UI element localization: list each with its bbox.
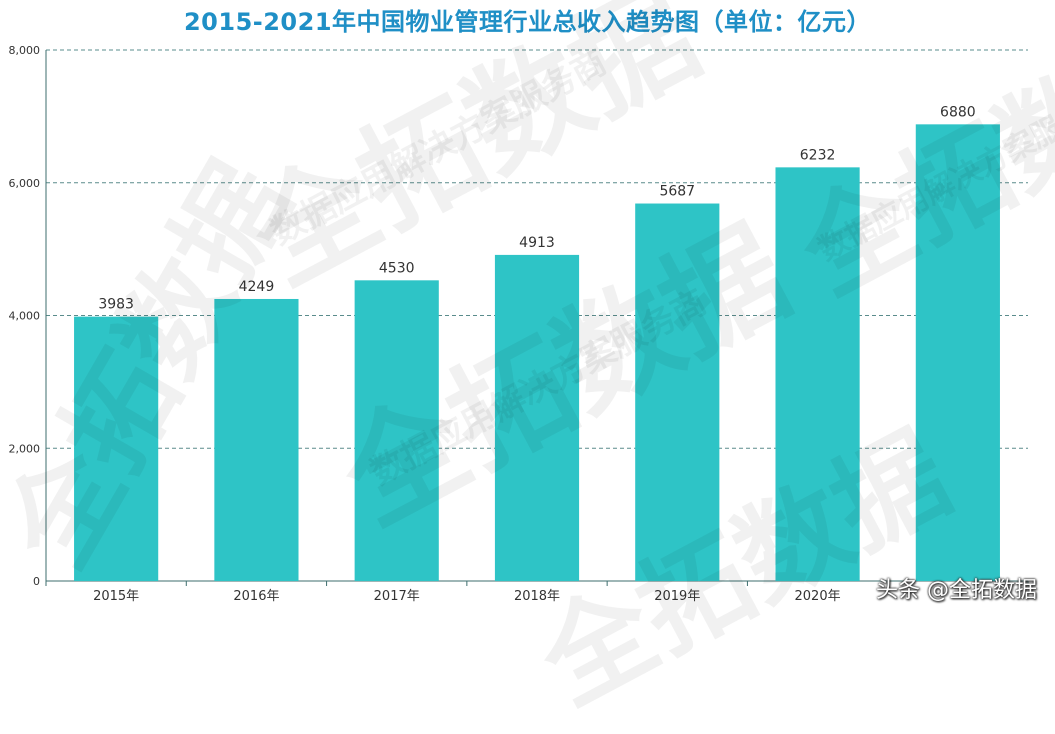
- data-label: 4249: [239, 279, 275, 295]
- y-tick-label: 0: [33, 575, 40, 588]
- bar: [775, 167, 860, 581]
- x-tick-label: 2016年: [233, 589, 279, 604]
- bar: [74, 316, 159, 581]
- data-label: 3983: [98, 297, 134, 313]
- data-labels: 3983 4249 4530 4913 5687 6232 6880: [98, 104, 975, 312]
- source-watermark: 头条 @全拓数据: [876, 578, 1037, 603]
- data-label: 5687: [659, 184, 695, 200]
- data-label: 6232: [800, 147, 836, 163]
- data-label: 4913: [519, 235, 555, 251]
- bar-chart: 0 2,000 4,000 6,000 8,000 2015年 2016年 2017年 2018…: [9, 44, 1029, 604]
- data-label: 6880: [940, 104, 976, 120]
- bar: [494, 254, 580, 581]
- axes: 0 2,000 4,000 6,000 8,000 2015年 2016年 2017年 2018…: [9, 44, 1029, 604]
- y-tick-label: 6,000: [9, 177, 41, 190]
- data-label: 4530: [379, 260, 415, 276]
- bar: [354, 280, 439, 581]
- y-tick-label: 2,000: [9, 442, 41, 455]
- x-tick-label: 2017年: [374, 589, 420, 604]
- x-tick-label: 2015年: [93, 589, 139, 604]
- bar: [635, 203, 720, 581]
- x-tick-label: 2020年: [795, 589, 841, 604]
- x-tick-label: 2018年: [514, 589, 560, 604]
- bars: [74, 124, 1000, 581]
- bar: [915, 124, 1000, 581]
- x-tick-label: 2019年: [654, 589, 700, 604]
- bar: [214, 298, 299, 581]
- chart-title: 2015-2021年中国物业管理行业总收入趋势图（单位：亿元）: [183, 8, 872, 36]
- y-tick-label: 8,000: [9, 44, 41, 57]
- y-tick-label: 4,000: [9, 310, 41, 323]
